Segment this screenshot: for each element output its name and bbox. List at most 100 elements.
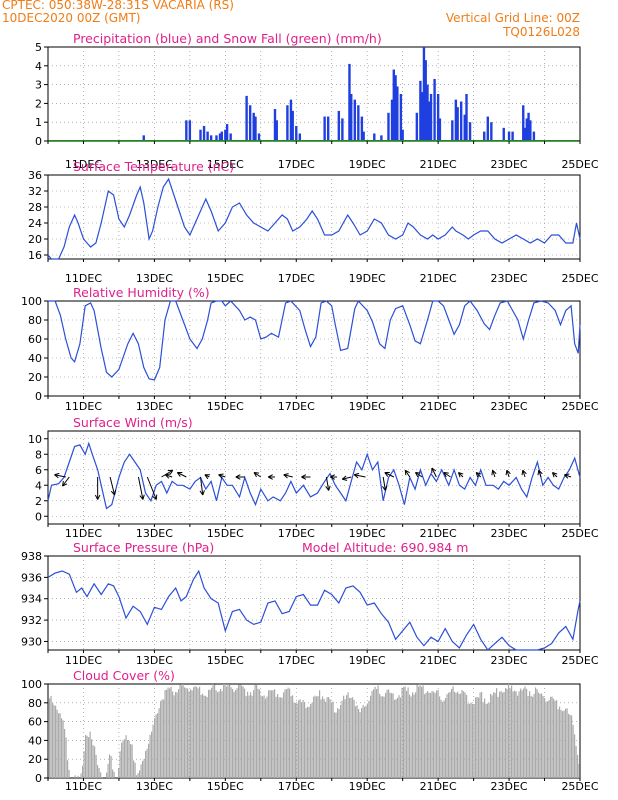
cloud-bar — [437, 690, 439, 778]
cloud-bar — [335, 712, 337, 778]
precip-bar — [486, 116, 489, 141]
precip-bar — [298, 133, 302, 141]
cloud-bar — [191, 690, 193, 778]
cloud-bar — [349, 697, 351, 778]
y-tick-label: 932 — [21, 614, 42, 627]
cloud-bar — [346, 695, 348, 778]
y-tick-label: 24 — [28, 217, 42, 230]
precip-bar — [438, 118, 442, 141]
cloud-bar — [235, 689, 237, 778]
x-tick-label: 15DEC — [207, 654, 244, 667]
y-tick-label: 36 — [28, 169, 42, 182]
precip-bar — [390, 99, 394, 141]
cloud-bar — [490, 693, 492, 778]
cloud-bar — [287, 687, 289, 778]
cloud-bar — [445, 698, 447, 778]
cloud-bar — [517, 695, 519, 778]
cloud-bar — [398, 695, 400, 778]
cloud-bar — [427, 691, 429, 778]
cloud-bar — [433, 691, 435, 778]
cloud-bar — [283, 692, 285, 778]
wind-arrow-shaft — [177, 472, 187, 478]
x-tick-label: 13DEC — [136, 780, 173, 793]
precip-bar — [454, 99, 458, 141]
cloud-bar — [146, 748, 148, 778]
cloud-bar — [461, 689, 463, 778]
cloud-bar — [211, 687, 213, 778]
precip-bar — [396, 86, 399, 141]
cloud-bar — [376, 688, 378, 778]
precip-bar — [429, 94, 433, 141]
cloud-bar — [281, 697, 283, 778]
cloud-bar — [538, 692, 540, 778]
cloud-bar — [185, 688, 187, 778]
cloud-bar — [413, 694, 415, 778]
cloud-bar — [367, 703, 369, 778]
cloud-bar — [527, 695, 529, 778]
cloud-bar — [88, 737, 90, 778]
cloud-bar — [503, 692, 505, 778]
wind-arrow-head — [165, 473, 171, 479]
precip-bar — [326, 116, 330, 141]
cloud-bar — [59, 713, 61, 778]
cloud-bar — [386, 689, 388, 778]
cloud-bar — [383, 696, 385, 778]
wind-arrow-shaft — [506, 470, 510, 478]
cloud-bar — [208, 689, 210, 778]
y-tick-label: 40 — [28, 734, 42, 747]
cloud-bar — [275, 696, 277, 778]
precip-bar — [360, 116, 364, 141]
precip-bar — [291, 110, 294, 141]
x-tick-label: 17DEC — [278, 400, 315, 413]
precip-bar — [199, 129, 202, 141]
cloud-bar — [305, 708, 307, 778]
cloud-bar — [308, 706, 310, 778]
cloud-bar — [181, 685, 183, 778]
precip-bar — [275, 120, 278, 141]
wind-arrow-head — [62, 480, 68, 487]
panel-frame — [47, 46, 581, 142]
cloud-bar — [518, 691, 520, 778]
series-line — [47, 177, 581, 260]
wind-arrow-head — [431, 467, 437, 474]
wind-arrow-shaft — [404, 469, 411, 478]
wind-arrow-shaft — [384, 472, 395, 478]
x-tick-label: 15DEC — [207, 780, 244, 793]
wind-arrow-shaft — [492, 470, 496, 478]
cloud-bar — [457, 691, 459, 778]
cloud-bar — [280, 697, 282, 778]
cloud-bar — [353, 699, 355, 778]
cloud-bar — [199, 686, 201, 778]
cloud-bar — [419, 684, 421, 778]
x-tick-label: 13DEC — [136, 400, 173, 413]
x-tick-label: 17DEC — [278, 272, 315, 285]
model-version: TQ0126L028 — [503, 25, 580, 39]
cloud-bar — [382, 696, 384, 778]
panel-title: Surface Wind (m/s) — [73, 415, 193, 430]
precip-bar — [252, 112, 255, 141]
precip-bar — [468, 122, 472, 141]
cloud-bar — [391, 693, 393, 778]
cloud-bar — [550, 696, 552, 778]
precip-bar — [362, 131, 365, 141]
cloud-bar — [254, 684, 256, 778]
precip-bar — [433, 78, 436, 141]
cloud-bar — [247, 691, 249, 778]
cloud-bar — [176, 692, 178, 778]
cloud-bar — [55, 705, 57, 778]
cloud-bar — [58, 713, 60, 778]
wind-arrow-shaft — [325, 476, 330, 491]
cloud-bar — [497, 697, 499, 778]
wind-arrow-shaft — [109, 476, 116, 496]
y-tick-label: 100 — [21, 678, 42, 691]
cloud-bar — [371, 691, 373, 778]
precip-bar — [394, 75, 397, 141]
cloud-bar — [577, 754, 579, 778]
cloud-bar — [575, 745, 577, 778]
wind-arrow-head — [564, 473, 570, 479]
cloud-bar — [107, 763, 109, 778]
cloud-bar — [170, 686, 172, 778]
x-tick-label: 15DEC — [207, 400, 244, 413]
x-tick-label: 15DEC — [207, 272, 244, 285]
x-tick-label: 13DEC — [136, 527, 173, 540]
